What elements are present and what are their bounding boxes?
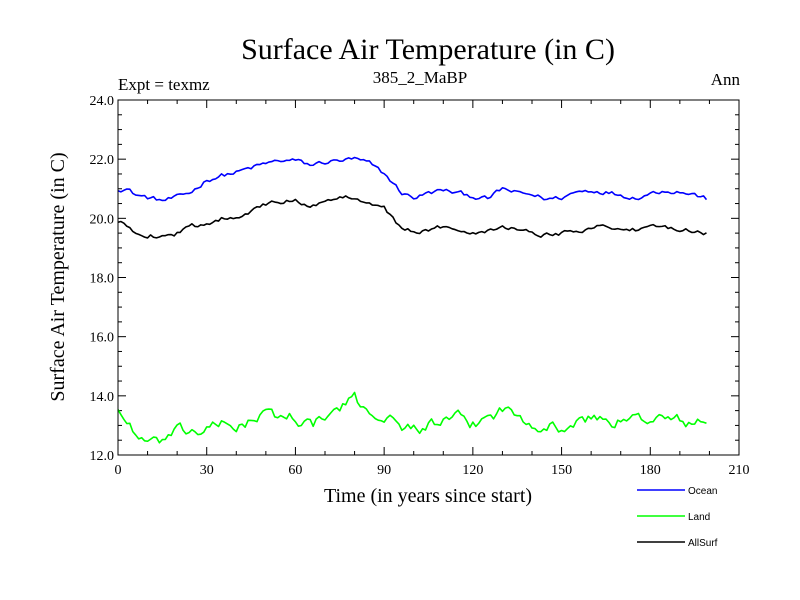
- x-tick-label: 120: [462, 463, 483, 478]
- y-tick-label: 14.0: [90, 390, 115, 405]
- y-tick-label: 18.0: [90, 272, 115, 287]
- x-axis-label: Time (in years since start): [324, 485, 532, 507]
- experiment-label: Expt = texmz: [118, 75, 210, 94]
- y-tick-label: 12.0: [90, 449, 115, 464]
- series-line-allsurf: [117, 195, 707, 239]
- y-axis-label: Surface Air Temperature (in C): [47, 152, 69, 401]
- legend: Ocean Land AllSurf: [637, 486, 718, 549]
- y-tick-label: 22.0: [90, 153, 115, 168]
- x-tick-label: 150: [551, 463, 572, 478]
- plot-frame: [117, 99, 740, 456]
- legend-label-allsurf: AllSurf: [688, 538, 718, 549]
- y-tick-label: 20.0: [90, 212, 115, 227]
- x-tick-labels: 0 30 60 90 120 150 180 210: [115, 463, 750, 478]
- season-label: Ann: [711, 70, 741, 89]
- x-tick-label: 60: [288, 463, 302, 478]
- chart-subtitle: 385_2_MaBP: [373, 68, 467, 87]
- legend-label-ocean: Ocean: [688, 486, 717, 497]
- legend-label-land: Land: [688, 512, 710, 523]
- series-line-ocean: [117, 156, 708, 202]
- series-line-land: [117, 391, 707, 444]
- x-tick-label: 180: [640, 463, 661, 478]
- x-tick-label: 90: [377, 463, 391, 478]
- x-tick-label: 30: [200, 463, 214, 478]
- y-tick-labels: 12.0 14.0 16.0 18.0 20.0 22.0 24.0: [90, 94, 115, 464]
- x-tick-label: 210: [729, 463, 750, 478]
- x-tick-label: 0: [115, 463, 122, 478]
- axis-ticks: [117, 99, 740, 456]
- y-tick-label: 24.0: [90, 94, 115, 109]
- chart-title: Surface Air Temperature (in C): [241, 33, 615, 66]
- series-lines: [117, 156, 708, 444]
- y-tick-label: 16.0: [90, 331, 115, 346]
